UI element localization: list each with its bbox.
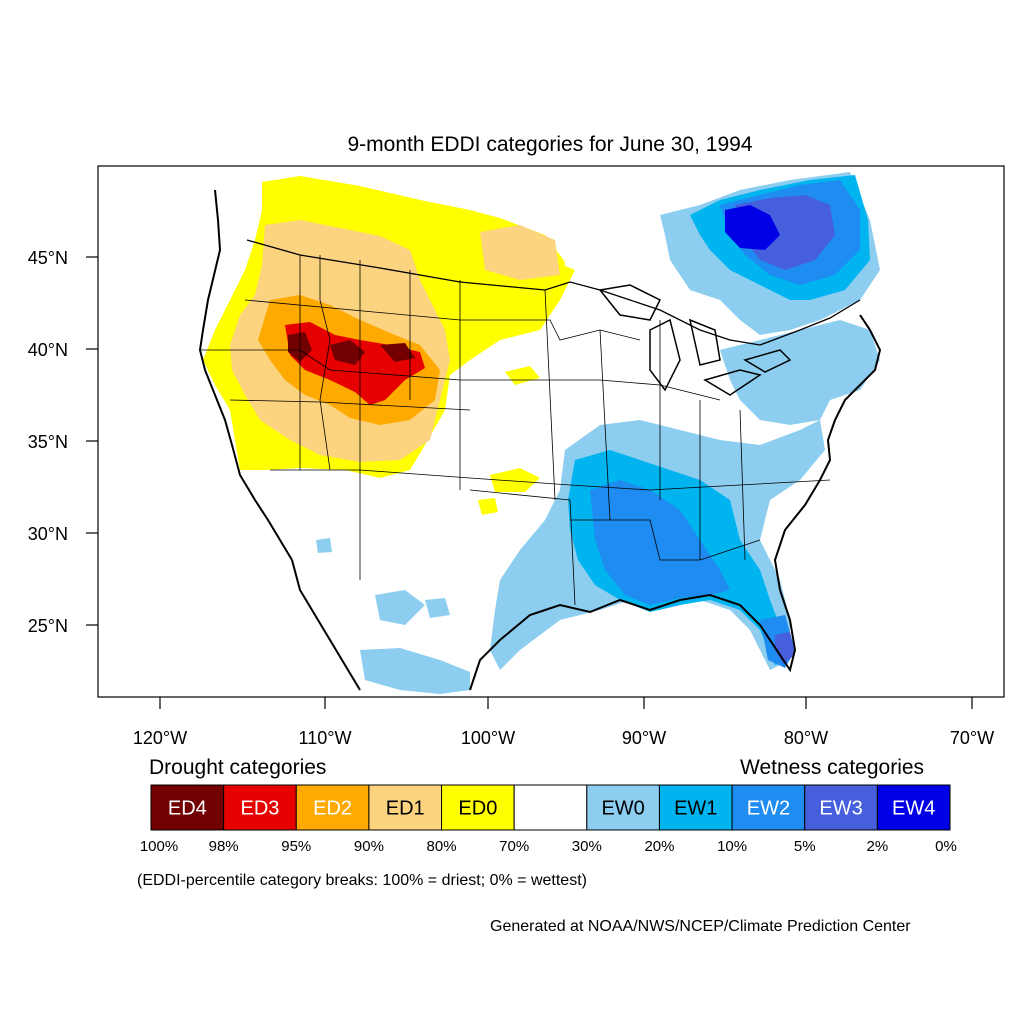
lat-label: 25°N xyxy=(28,616,68,636)
legend-breaks: 100% 98% 95% 90% 80% 70% 30% 20% 10% 5% 2% 0% xyxy=(140,838,957,855)
great-lakes xyxy=(598,284,792,396)
category-note: (EDDI-percentile category breaks: 100% =… xyxy=(137,872,587,889)
state-lines xyxy=(200,255,831,606)
legend-category-label: ED1 xyxy=(386,798,425,820)
ew0-region-northeast xyxy=(720,320,880,425)
baja-coast xyxy=(291,559,361,691)
ew0-region-mexico xyxy=(375,590,425,625)
legend-swatch xyxy=(441,784,515,831)
lon-label: 80°W xyxy=(784,728,828,748)
legend-swatch xyxy=(804,784,878,831)
legend-break-label: 0% xyxy=(935,838,957,855)
ed0-region-nebraska xyxy=(505,366,540,385)
ew0-region-mexico-north xyxy=(316,538,332,553)
legend-swatch xyxy=(223,784,297,831)
legend-category-label: EW4 xyxy=(892,798,935,820)
lon-label: 100°W xyxy=(461,728,515,748)
lon-ticks xyxy=(159,697,973,709)
ed0-region-texas xyxy=(490,468,540,492)
legend-category-label: EW2 xyxy=(747,798,790,820)
legend-break-label: 5% xyxy=(794,838,816,855)
lat-labels: 45°N 40°N 35°N 30°N 25°N xyxy=(28,248,68,636)
lat-label: 40°N xyxy=(28,340,68,360)
eddi-shading xyxy=(203,172,880,694)
east-coast xyxy=(773,314,882,591)
lat-label: 45°N xyxy=(28,248,68,268)
lon-labels: 120°W 110°W 100°W 90°W 80°W 70°W xyxy=(133,728,994,748)
us-canada-border xyxy=(246,239,861,346)
legend-category-label: ED2 xyxy=(313,798,352,820)
wetness-header: Wetness categories xyxy=(740,756,925,779)
legend-category-label: ED3 xyxy=(241,798,280,820)
legend-swatch xyxy=(731,784,806,831)
ed1-region-dakotas xyxy=(480,225,560,280)
legend-category-label: EW3 xyxy=(819,798,862,820)
boundaries xyxy=(198,189,882,691)
west-coast xyxy=(198,189,293,561)
footer-credit: Generated at NOAA/NWS/NCEP/Climate Predi… xyxy=(490,918,911,935)
lon-label: 70°W xyxy=(950,728,994,748)
legend-swatch xyxy=(586,784,660,831)
gulf-coast xyxy=(469,589,797,691)
legend-swatch xyxy=(658,784,733,831)
legend-category-label: EW1 xyxy=(674,798,717,820)
legend-colorbar: ED4 ED3 ED2 ED1 ED0 EW0 EW1 EW2 EW3 EW4 xyxy=(150,784,951,831)
legend-category-label: ED0 xyxy=(458,798,497,820)
map-title: 9-month EDDI categories for June 30, 199… xyxy=(347,133,753,156)
lat-label: 35°N xyxy=(28,432,68,452)
legend-break-label: 80% xyxy=(427,838,457,855)
lon-label: 110°W xyxy=(299,728,352,748)
ew4-region-quebec xyxy=(725,205,780,250)
ew0-region-mexico-east xyxy=(425,598,450,618)
legend-break-label: 95% xyxy=(281,838,311,855)
ed0-region-oklahoma xyxy=(478,498,498,515)
legend-break-label: 2% xyxy=(867,838,889,855)
legend-break-label: 30% xyxy=(572,838,602,855)
legend-swatch xyxy=(368,784,443,831)
legend-swatch xyxy=(513,784,588,831)
ed4-region-colorado xyxy=(380,343,415,362)
ew0-region-texas-south xyxy=(360,648,470,694)
legend-break-label: 90% xyxy=(354,838,384,855)
ew2-region-south xyxy=(590,480,730,605)
legend-break-label: 70% xyxy=(499,838,529,855)
legend-category-label: EW0 xyxy=(601,798,644,820)
legend-break-label: 20% xyxy=(644,838,674,855)
legend-break-label: 98% xyxy=(209,838,239,855)
legend-swatch xyxy=(150,784,225,831)
legend-break-label: 10% xyxy=(717,838,747,855)
ed4-region-wyoming xyxy=(330,340,365,365)
legend-category-label: ED4 xyxy=(168,798,207,820)
map-frame xyxy=(97,165,1005,698)
lat-label: 30°N xyxy=(28,524,68,544)
legend-swatch xyxy=(876,784,951,831)
legend-break-label: 100% xyxy=(140,838,178,855)
drought-header: Drought categories xyxy=(149,756,327,779)
lon-label: 120°W xyxy=(133,728,187,748)
lat-ticks xyxy=(86,256,98,626)
legend-swatch xyxy=(295,784,370,831)
lon-label: 90°W xyxy=(622,728,666,748)
